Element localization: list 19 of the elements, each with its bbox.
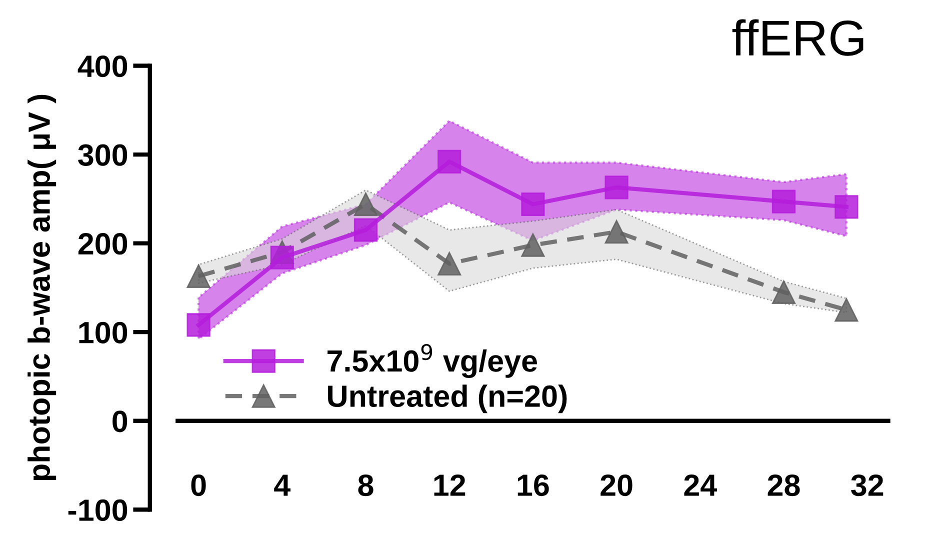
legend-label: Untreated (n=20) <box>328 384 567 414</box>
y-axis-title: photopic b-wave amp( μV ) <box>28 94 56 480</box>
x-tick-label: 0 <box>191 474 206 496</box>
y-tick-label: 100 <box>79 322 128 344</box>
x-tick-label: 4 <box>274 474 290 496</box>
y-tick-label: -100 <box>68 499 128 522</box>
x-tick-label: 28 <box>768 474 800 496</box>
x-tick-label: 32 <box>851 474 884 496</box>
x-tick-label: 8 <box>358 474 374 496</box>
legend-label: 7.5x10$^{9}$ vg/eye <box>328 344 538 378</box>
x-tick-label: 24 <box>684 474 717 496</box>
y-tick-label: 0 <box>112 410 128 432</box>
y-tick-label: 200 <box>78 233 128 255</box>
y-tick-label: 300 <box>78 144 128 166</box>
chart-title: ffERG <box>732 19 864 56</box>
x-tick-label: 12 <box>434 474 466 496</box>
x-tick-label: 16 <box>518 474 549 496</box>
y-tick-label: 400 <box>78 55 128 78</box>
x-tick-label: 20 <box>600 474 632 496</box>
